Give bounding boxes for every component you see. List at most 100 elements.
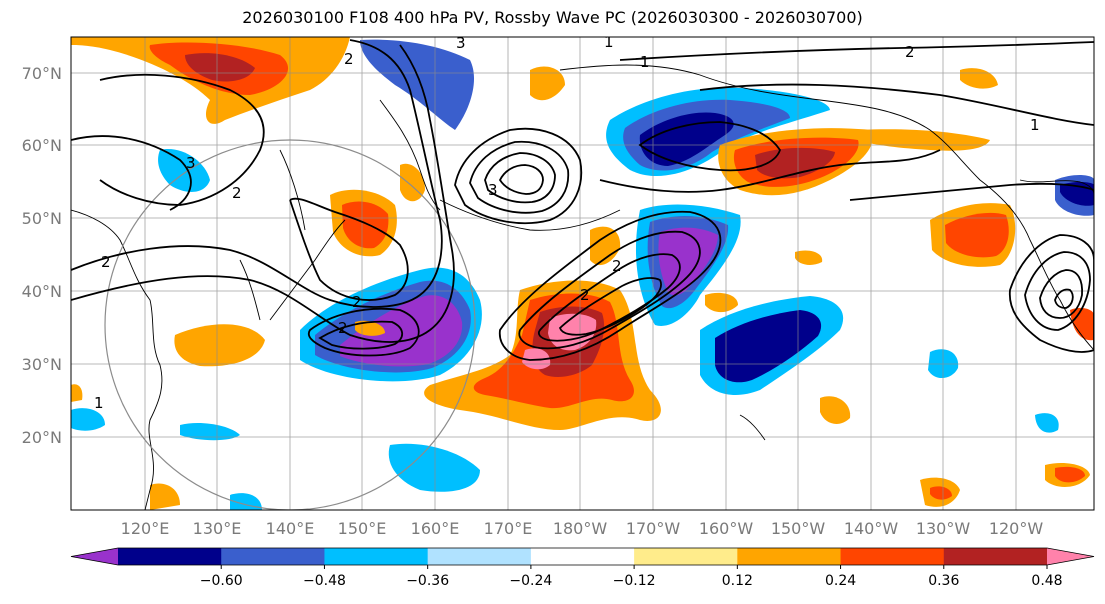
- colorbar-labels: −0.60 −0.48 −0.36 −0.24 −0.12 0.12 0.24 0.36 0.4…: [200, 573, 1063, 589]
- colorbar-bin: [943, 548, 1048, 565]
- anomaly-blob-neg: [1035, 413, 1059, 433]
- contour-line: [99, 73, 265, 206]
- coastline-korea-japan: [239, 149, 346, 321]
- map-title: 2026030100 F108 400 hPa PV, Rossby Wave …: [242, 8, 863, 27]
- contour-line: [484, 152, 556, 204]
- lon-label: 130°E: [193, 519, 242, 538]
- anomaly-blob-neg: [658, 227, 718, 296]
- coastline-hawaii: [739, 414, 766, 441]
- contour-label: 3: [488, 181, 498, 199]
- contour-line: [638, 121, 781, 172]
- lat-label: 60°N: [22, 136, 62, 155]
- coastline-alaska: [559, 64, 1094, 351]
- contour-line: [498, 164, 544, 195]
- colorbar-outline: [70, 547, 1095, 566]
- colorbar-label: −0.48: [303, 573, 346, 589]
- pv-contours: [71, 39, 1094, 361]
- anomaly-blob-pos: [150, 483, 180, 510]
- coastline-asia: [71, 209, 163, 510]
- lat-label: 30°N: [22, 355, 62, 374]
- lat-label: 40°N: [22, 282, 62, 301]
- colorbar-bin: [221, 548, 325, 565]
- reference-circle: [104, 139, 476, 510]
- anomaly-blob-pos: [705, 292, 738, 313]
- colorbar-bin: [530, 548, 635, 565]
- lon-label: 120°E: [121, 519, 170, 538]
- lon-label: 170°E: [484, 519, 533, 538]
- contour-line: [1024, 251, 1091, 331]
- colorbar-label: −0.24: [509, 573, 552, 589]
- colorbar-label: 0.36: [928, 573, 959, 589]
- anomaly-blob-neg: [639, 112, 734, 166]
- contour-line: [289, 197, 409, 301]
- contour-line: [498, 210, 722, 361]
- lon-label: 160°W: [699, 519, 754, 538]
- contour-line: [849, 182, 1094, 201]
- anomaly-blob-pos: [174, 324, 265, 367]
- colorbar-bin: [324, 548, 429, 565]
- colorbar-bin: [840, 548, 945, 565]
- lon-label: 120°W: [989, 519, 1044, 538]
- colorbar-bin: [634, 548, 738, 565]
- anomaly-blob-pos: [820, 396, 851, 424]
- contour-label: 1: [1030, 116, 1040, 134]
- colorbar-extend-min: [71, 548, 118, 565]
- anomaly-blob-neg: [388, 443, 480, 492]
- latitude-labels: 70°N 60°N 50°N 40°N 30°N 20°N: [22, 64, 62, 447]
- longitude-labels: 120°E 130°E 140°E 150°E 160°E 170°E 180°…: [121, 519, 1044, 538]
- lon-label: 180°W: [553, 519, 608, 538]
- contour-label: 2: [612, 257, 622, 275]
- anomaly-blob-neg: [230, 493, 262, 510]
- contour-line: [518, 230, 701, 350]
- lat-label: 20°N: [22, 428, 62, 447]
- map-panel: 2 2 2 2 2 1 2 1 1 2 2 1 3 3 3: [71, 34, 1094, 510]
- colorbar-label: 0.24: [825, 573, 856, 589]
- colorbar-label: −0.12: [613, 573, 656, 589]
- lat-label: 50°N: [22, 209, 62, 228]
- graticule: [71, 37, 1094, 510]
- contour-line: [71, 44, 455, 343]
- anomaly-blob-pos: [795, 250, 823, 265]
- contour-line: [1054, 288, 1074, 309]
- anomaly-blob-neg: [158, 149, 210, 192]
- coastlines: [71, 64, 1094, 510]
- colorbar-label: −0.60: [200, 573, 243, 589]
- anomaly-blob-pos: [1055, 466, 1085, 483]
- contour-label: 1: [94, 394, 104, 412]
- colorbar-label: 0.48: [1031, 573, 1062, 589]
- coastline-kamchatka: [379, 99, 441, 211]
- contour-line: [599, 149, 941, 193]
- contour-label: 2: [338, 319, 348, 337]
- lon-label: 130°W: [916, 519, 971, 538]
- contour-line: [619, 41, 1094, 61]
- colorbar-bin: [737, 548, 842, 565]
- contour-line: [558, 277, 662, 336]
- colorbar-extend-max: [1047, 548, 1094, 565]
- contour-label: 3: [186, 154, 196, 172]
- contour-label: 1: [640, 53, 650, 71]
- lon-label: 170°W: [626, 519, 681, 538]
- colorbar: [70, 547, 1095, 569]
- lon-label: 150°E: [338, 519, 387, 538]
- anomaly-blob-pos: [530, 66, 565, 101]
- positive-anomalies: [71, 37, 1094, 510]
- contour-label: 2: [101, 253, 111, 271]
- lon-label: 140°E: [266, 519, 315, 538]
- colorbar-bin: [427, 548, 532, 565]
- lon-label: 150°W: [771, 519, 826, 538]
- anomaly-blob-pos: [930, 486, 952, 500]
- anomaly-blob-pos: [71, 384, 83, 402]
- contour-labels: 2 2 2 2 2 1 2 1 1 2 2 1 3 3 3: [94, 34, 1040, 412]
- contour-line: [454, 127, 583, 225]
- contour-label: 2: [232, 184, 242, 202]
- contour-label: 3: [456, 34, 466, 52]
- lon-label: 140°W: [844, 519, 899, 538]
- lat-label: 70°N: [22, 64, 62, 83]
- anomaly-blob-neg: [71, 408, 105, 431]
- contour-label: 2: [905, 43, 915, 61]
- contour-label: 2: [344, 50, 354, 68]
- anomaly-blob-pos: [590, 226, 621, 266]
- coastline-aleutians: [439, 199, 621, 231]
- anomaly-blob-pos: [945, 212, 1009, 258]
